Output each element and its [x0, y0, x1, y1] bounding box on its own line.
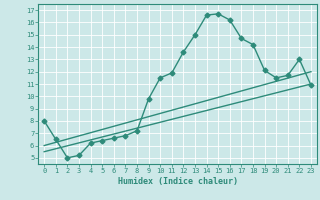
X-axis label: Humidex (Indice chaleur): Humidex (Indice chaleur): [118, 177, 238, 186]
